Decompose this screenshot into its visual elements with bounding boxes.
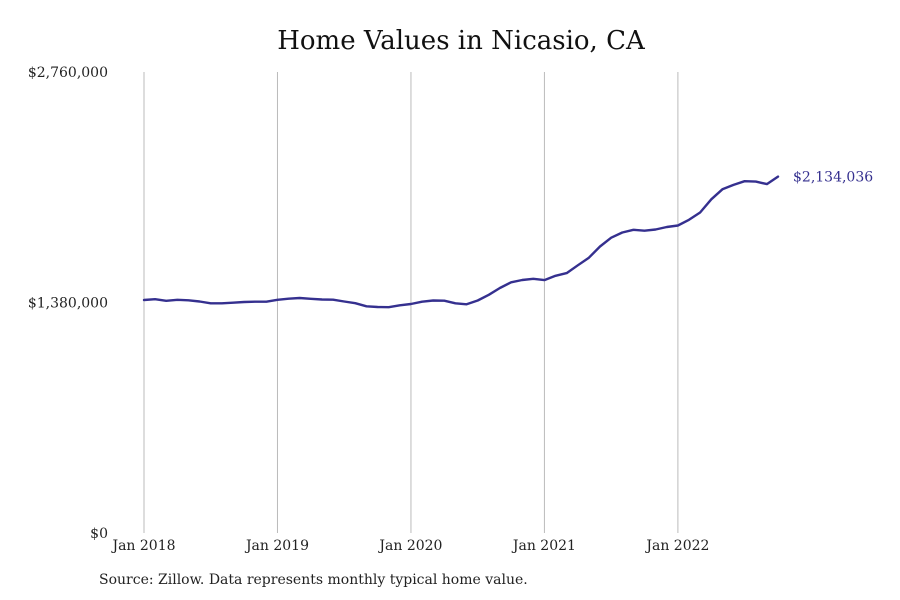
x-tick-label: Jan 2019 [244,538,309,554]
x-axis-ticks: Jan 2018 Jan 2019 Jan 2020 Jan 2021 Jan 2022 [110,538,709,554]
y-tick-label: $1,380,000 [28,296,108,312]
gridlines [143,72,679,533]
x-tick-label: Jan 2022 [644,538,709,554]
x-tick-label: Jan 2018 [110,538,175,554]
series-line-home-value [142,175,780,309]
x-tick-label: Jan 2021 [511,538,576,554]
y-axis-ticks: $0 $1,380,000 $2,760,000 [28,65,108,542]
source-note: Source: Zillow. Data represents monthly … [99,572,528,588]
x-tick-label: Jan 2020 [377,538,442,554]
y-tick-label: $0 [90,526,108,542]
y-tick-label: $2,760,000 [28,65,108,81]
chart-title: Home Values in Nicasio, CA [277,26,645,56]
end-value-label: $2,134,036 [793,170,873,186]
